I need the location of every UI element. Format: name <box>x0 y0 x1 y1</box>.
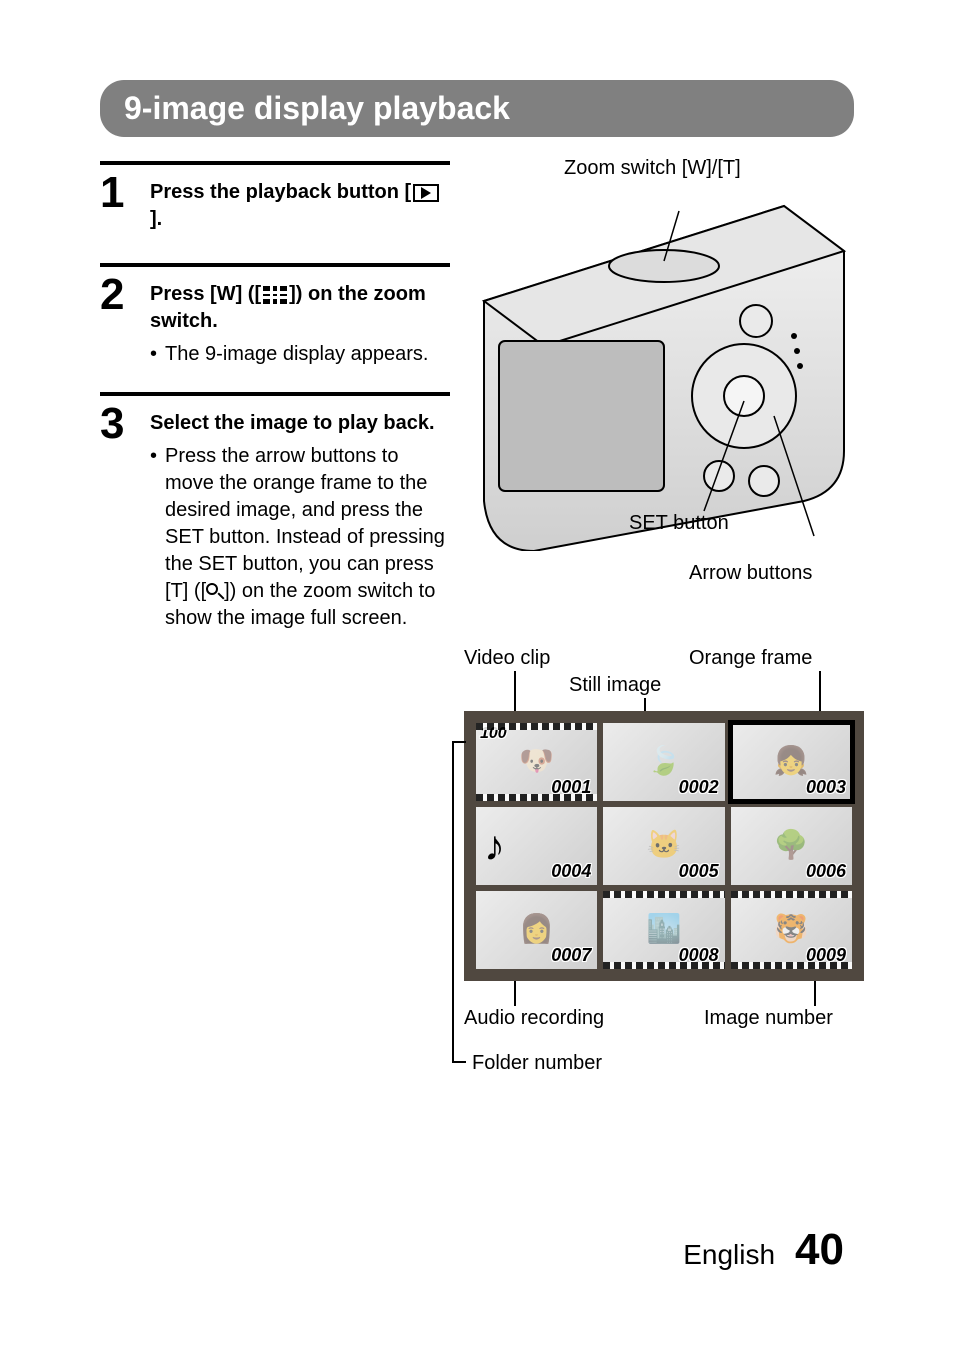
label-arrow-buttons: Arrow buttons <box>689 561 812 585</box>
magnifier-icon <box>206 583 224 601</box>
leader-line <box>514 981 516 1006</box>
thumbnail-glyph: 🏙️ <box>647 912 682 945</box>
label-orange-frame: Orange frame <box>689 646 812 670</box>
figure-column: Zoom switch [W]/[T] <box>474 161 854 656</box>
content-row: 1 Press the playback button []. 2 Press … <box>100 161 854 656</box>
filmstrip-icon <box>731 891 852 898</box>
image-number: 0005 <box>679 861 719 882</box>
label-still-image: Still image <box>569 673 661 697</box>
label-audio-recording: Audio recording <box>464 1006 604 1030</box>
thumbnail: 👩0007 <box>476 891 597 969</box>
label-image-number: Image number <box>704 1006 833 1030</box>
playback-icon <box>413 184 439 202</box>
thumbnail: 🐱0005 <box>603 807 724 885</box>
thumbnail-glyph: 🐶 <box>519 744 554 777</box>
step-number: 3 <box>100 402 136 632</box>
thumbnail: 🐯0009 <box>731 891 852 969</box>
filmstrip-icon <box>731 962 852 969</box>
label-zoom-switch: Zoom switch [W]/[T] <box>564 156 741 180</box>
thumbnail: 🍃0002 <box>603 723 724 801</box>
thumbnail-grid: 100🐶0001🍃0002👧0003♪0004🐱0005🌳0006👩0007🏙️… <box>476 723 852 969</box>
step: 2 Press [W] ([]) on the zoom switch. • T… <box>100 263 450 368</box>
image-number: 0007 <box>551 945 591 966</box>
thumbnail: ♪ 0004 <box>476 807 597 885</box>
label-set-button: SET button <box>629 511 729 535</box>
step-title: Press [W] ([]) on the zoom switch. <box>150 281 450 335</box>
step-body: Select the image to play back. • Press t… <box>150 402 450 632</box>
thumbnail: 👧0003 <box>731 723 852 801</box>
image-number: 0003 <box>806 777 846 798</box>
leader-line <box>452 1061 466 1063</box>
thumbnail: 🏙️0008 <box>603 891 724 969</box>
footer-language: English <box>683 1239 775 1271</box>
camera-illustration <box>464 191 854 551</box>
page-footer: English 40 <box>683 1225 844 1275</box>
filmstrip-icon <box>476 723 597 730</box>
footer-page-number: 40 <box>795 1225 844 1275</box>
leader-line <box>452 741 466 743</box>
step-title: Select the image to play back. <box>150 410 450 437</box>
thumbnail: 100🐶0001 <box>476 723 597 801</box>
label-folder-number: Folder number <box>472 1051 602 1075</box>
section-title-bar: 9-image display playback <box>100 80 854 137</box>
label-video-clip: Video clip <box>464 646 550 670</box>
grid-icon <box>263 286 287 304</box>
filmstrip-icon <box>476 794 597 801</box>
step-bullet: • Press the arrow buttons to move the or… <box>150 443 450 632</box>
thumbnail-glyph: 🌳 <box>774 828 809 861</box>
step-body: Press [W] ([]) on the zoom switch. • The… <box>150 273 450 368</box>
section-title: 9-image display playback <box>124 90 830 127</box>
leader-line <box>814 981 816 1006</box>
step-number: 2 <box>100 273 136 368</box>
thumbnail-glyph: 🍃 <box>647 744 682 777</box>
thumbnail-glyph: 👩 <box>519 912 554 945</box>
steps-column: 1 Press the playback button []. 2 Press … <box>100 161 450 656</box>
image-number: 0002 <box>679 777 719 798</box>
manual-page: 9-image display playback 1 Press the pla… <box>0 0 954 1345</box>
step-number: 1 <box>100 171 136 239</box>
step-title: Press the playback button []. <box>150 179 450 233</box>
step: 1 Press the playback button []. <box>100 161 450 239</box>
thumbnail-glyph: 🐯 <box>774 912 809 945</box>
image-number: 0004 <box>551 861 591 882</box>
thumbnail-panel: 100🐶0001🍃0002👧0003♪0004🐱0005🌳0006👩0007🏙️… <box>464 711 864 981</box>
music-note-icon: ♪ <box>484 825 505 867</box>
filmstrip-icon <box>603 962 724 969</box>
thumbnail-glyph: 🐱 <box>647 828 682 861</box>
step-body: Press the playback button []. <box>150 171 450 239</box>
bullet-text-with-icon: Press the arrow buttons to move the oran… <box>165 443 450 632</box>
step: 3 Select the image to play back. • Press… <box>100 392 450 632</box>
step-bullet: • The 9-image display appears. <box>150 341 450 368</box>
filmstrip-icon <box>603 891 724 898</box>
thumbnail: 🌳0006 <box>731 807 852 885</box>
leader-line <box>452 741 454 1061</box>
image-number: 0006 <box>806 861 846 882</box>
thumbnail-glyph: 👧 <box>774 744 809 777</box>
